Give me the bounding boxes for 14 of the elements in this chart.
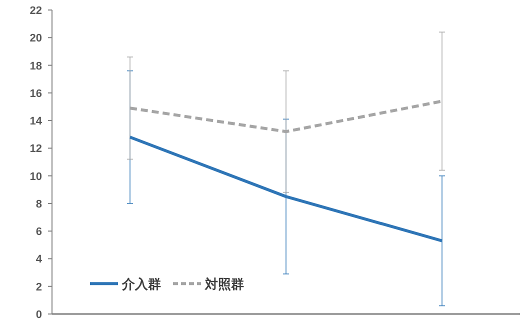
y-tick-label: 16 [30,88,42,100]
y-tick-label: 6 [36,226,42,238]
y-tick-label: 12 [30,143,42,156]
y-tick-label: 18 [30,60,42,72]
y-tick-label: 2 [36,281,42,294]
y-tick-label: 14 [30,116,43,128]
y-tick-label: 4 [36,254,43,266]
y-tick-label: 22 [30,5,42,17]
legend-label: 介入群 [121,276,161,292]
y-tick-label: 0 [36,309,42,321]
y-tick-label: 10 [30,170,42,183]
legend-label: 対照群 [204,276,244,292]
y-tick-label: 20 [30,32,42,45]
y-tick-label: 8 [36,198,42,210]
